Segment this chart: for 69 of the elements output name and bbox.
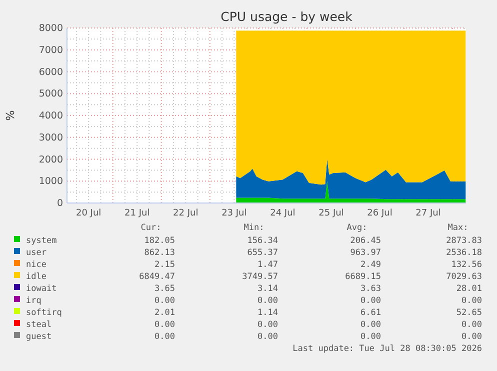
text: Cur:	[140, 223, 162, 233]
x-tick-label: 26 Jul	[367, 208, 392, 218]
text: 0.00	[258, 320, 278, 330]
text: 0.00	[154, 296, 175, 306]
y-tick-label: 2000	[38, 154, 63, 166]
text: 1.47	[258, 260, 278, 270]
y-tick-label: 7000	[38, 44, 63, 56]
text: 0.00	[462, 320, 482, 330]
text: Avg:	[346, 223, 368, 233]
text: 0.00	[462, 296, 482, 306]
text: 6849.47	[139, 272, 175, 282]
text: 206.45	[350, 236, 381, 246]
text: 2536.18	[446, 248, 482, 258]
y-tick-label: 5000	[38, 88, 63, 100]
text: 963.97	[350, 248, 381, 258]
legend-label: user	[26, 248, 46, 258]
text: 132.56	[451, 260, 482, 270]
text: 3.14	[258, 284, 278, 294]
y-tick-label: 8000	[38, 23, 63, 34]
legend-label: steal	[26, 320, 52, 330]
text: 3.63	[360, 284, 381, 294]
legend-label: nice	[26, 260, 46, 270]
legend-label: softirq	[26, 308, 62, 318]
text: 0.00	[154, 332, 175, 342]
text: 2873.83	[446, 236, 482, 246]
text: 52.65	[456, 308, 482, 318]
text: 3.65	[154, 284, 175, 294]
text: 28.01	[456, 284, 482, 294]
text: 156.34	[247, 236, 278, 246]
x-tick-label: 23 Jul	[222, 208, 247, 218]
text: 1.14	[258, 308, 278, 318]
text: 0.00	[360, 332, 381, 342]
y-axis-title: %	[4, 110, 17, 121]
legend-label: guest	[26, 332, 52, 342]
text: 3749.57	[242, 272, 278, 282]
text: 7029.63	[446, 272, 482, 282]
legend-label: system	[26, 236, 57, 246]
chart-title: CPU usage - by week	[220, 9, 354, 24]
text: Min:	[244, 223, 264, 233]
text: 6.61	[360, 308, 381, 318]
text: 2.01	[154, 308, 175, 318]
legend-label: iowait	[26, 284, 57, 294]
text: 6689.15	[345, 272, 381, 282]
text: 0.00	[360, 320, 381, 330]
text: 2.49	[360, 260, 381, 270]
text: 0.00	[154, 320, 175, 330]
x-tick-label: 24 Jul	[270, 208, 296, 218]
y-tick-label: 0	[56, 198, 63, 210]
x-tick-label: 25 Jul	[318, 208, 344, 218]
x-tick-label: 21 Jul	[124, 208, 150, 218]
y-tick-label: 6000	[38, 66, 63, 78]
text: Max:	[448, 223, 468, 233]
text: 0.00	[360, 296, 381, 306]
x-tick-label: 20 Jul	[76, 208, 102, 218]
text: 0.00	[258, 296, 278, 306]
legend-label: idle	[26, 272, 46, 282]
text: 2.15	[154, 260, 175, 270]
y-tick-label: 1000	[38, 176, 63, 188]
legend-label: irq	[26, 296, 42, 306]
text: 655.37	[247, 248, 278, 258]
text: 0.00	[258, 332, 278, 342]
text: 182.05	[144, 236, 175, 246]
text: 0.00	[462, 332, 482, 342]
y-tick-label: 4000	[38, 110, 63, 122]
x-tick-label: 27 Jul	[416, 208, 441, 218]
text: 862.13	[144, 248, 175, 258]
x-tick-label: 22 Jul	[173, 208, 198, 218]
text: Last update: Tue Jul 28 08:30:05 2026	[292, 344, 482, 354]
y-tick-label: 3000	[38, 132, 63, 144]
